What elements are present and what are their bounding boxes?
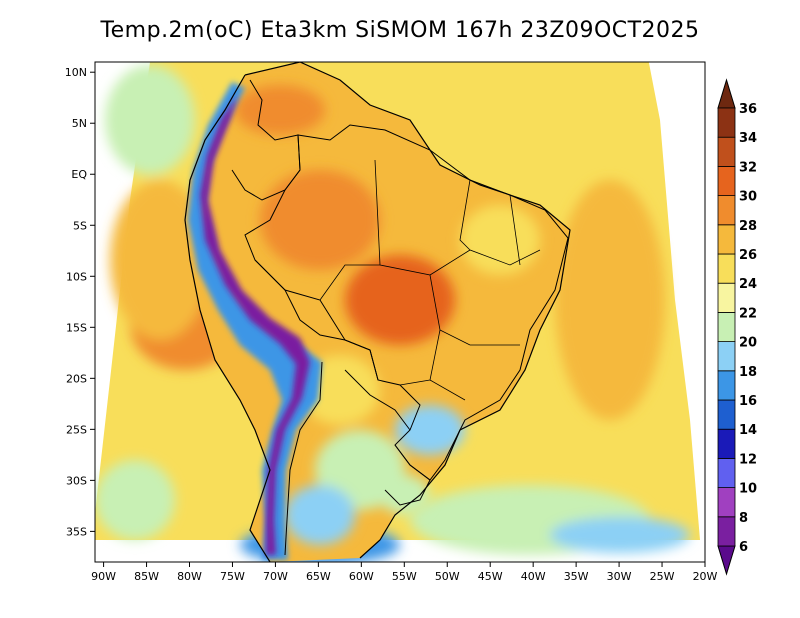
colorbar-segment <box>717 253 736 284</box>
colorbar-label: 10 <box>739 482 757 497</box>
lon-label: 20W <box>693 570 718 583</box>
coastline <box>184 62 571 562</box>
lat-label: 15S <box>66 321 87 334</box>
colorbar-segment <box>717 107 736 138</box>
brazil-states <box>319 159 541 401</box>
pacific-northwest-cool <box>105 65 195 175</box>
colorbar-segment <box>717 370 736 401</box>
lat-label: 30S <box>66 474 87 487</box>
map-title: Temp.2m(oC) Eta3km SiSMOM 167h 23Z09OCT2… <box>100 18 700 43</box>
colorbar-label: 30 <box>739 190 757 205</box>
atlantic-mid <box>555 180 665 420</box>
lon-label: 65W <box>306 570 331 583</box>
colorbar-below-arrow <box>717 545 736 576</box>
colorbar-segment <box>717 195 736 226</box>
uruguay-cool <box>380 475 430 515</box>
colorbar-label: 26 <box>739 248 757 263</box>
paraguay-border <box>344 369 411 431</box>
colorbar-label: 18 <box>739 365 757 380</box>
lat-label: 10N <box>65 66 87 79</box>
colorbar-label: 34 <box>739 131 757 146</box>
colorbar-segment <box>717 399 736 430</box>
southeast-cool <box>395 405 465 455</box>
colorbar-above-arrow <box>717 78 736 109</box>
amazon-hot <box>260 170 380 270</box>
lat-label: 20S <box>66 372 87 385</box>
colorbar-segment <box>717 311 736 342</box>
colorbar-label: 28 <box>739 219 757 234</box>
lon-label: 55W <box>392 570 417 583</box>
colombia-venezuela-border <box>231 79 301 201</box>
latitude-axis: 10N 5N EQ 5S 10S 15S 20S 25S 30S 35S <box>65 66 95 538</box>
lon-label: 30W <box>607 570 632 583</box>
lon-label: 70W <box>263 570 288 583</box>
lat-label: 10S <box>66 270 87 283</box>
colorbar-label: 20 <box>739 336 757 351</box>
map-frame <box>94 61 706 563</box>
colorbar: 6 8 10 12 14 16 18 20 22 24 26 28 30 32 34 36 <box>717 78 757 576</box>
uruguay-border <box>384 444 431 506</box>
argentina-cold <box>285 485 355 545</box>
lat-label: 5S <box>73 219 87 232</box>
llanos-hot <box>235 85 325 135</box>
argentina-chile-border <box>284 361 323 556</box>
country-borders <box>231 79 569 556</box>
colorbar-label: 8 <box>739 511 748 526</box>
colorbar-label: 6 <box>739 540 748 555</box>
lon-label: 75W <box>220 570 245 583</box>
colorbar-segment <box>717 224 736 255</box>
lon-label: 60W <box>349 570 374 583</box>
lon-label: 85W <box>134 570 159 583</box>
colorbar-segment <box>717 282 736 313</box>
lat-label: 5N <box>72 117 87 130</box>
peru-bolivia-border <box>254 259 379 381</box>
central-brazil-hot <box>345 255 455 345</box>
map-field <box>95 62 704 562</box>
colorbar-label: 12 <box>739 452 757 467</box>
lon-label: 40W <box>521 570 546 583</box>
south-atlantic-cold <box>550 517 690 553</box>
northeast-warm <box>460 205 540 275</box>
lon-label: 90W <box>91 570 116 583</box>
pacific-southwest-cool <box>95 460 175 540</box>
colorbar-label: 16 <box>739 394 757 409</box>
colorbar-segment <box>717 341 736 372</box>
colorbar-segment <box>717 165 736 196</box>
lat-label: 35S <box>66 525 87 538</box>
colorbar-label: 24 <box>739 277 757 292</box>
lat-label: EQ <box>71 168 87 181</box>
lon-label: 45W <box>478 570 503 583</box>
colorbar-segment <box>717 457 736 488</box>
lat-label: 25S <box>66 423 87 436</box>
colorbar-segment <box>717 516 736 547</box>
colorbar-segment <box>717 136 736 167</box>
longitude-axis: 90W 85W 80W 75W 70W 65W 60W 55W 50W 45W 40W 35W 30W 2… <box>91 562 718 583</box>
andes-crest <box>200 95 310 555</box>
colorbar-label: 14 <box>739 423 757 438</box>
colorbar-label: 32 <box>739 160 757 175</box>
colorbar-segment <box>717 428 736 459</box>
colorbar-label: 22 <box>739 306 757 321</box>
colorbar-label: 36 <box>739 102 757 117</box>
lon-label: 25W <box>650 570 675 583</box>
lon-label: 35W <box>564 570 589 583</box>
lon-label: 80W <box>177 570 202 583</box>
colorbar-segment <box>717 487 736 518</box>
lon-label: 50W <box>435 570 460 583</box>
